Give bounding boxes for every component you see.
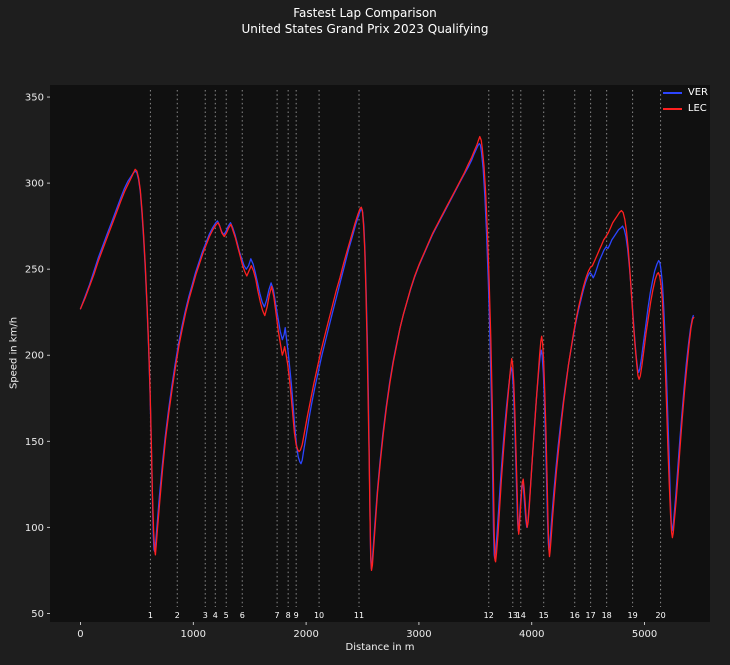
svg-text:9: 9	[294, 611, 299, 620]
svg-text:15: 15	[539, 611, 549, 620]
svg-text:5: 5	[224, 611, 229, 620]
svg-text:3000: 3000	[406, 629, 431, 640]
svg-text:12: 12	[484, 611, 494, 620]
svg-text:11: 11	[354, 611, 364, 620]
svg-text:4: 4	[213, 611, 218, 620]
chart-title-line2: United States Grand Prix 2023 Qualifying	[241, 22, 489, 36]
svg-text:16: 16	[570, 611, 580, 620]
svg-text:1000: 1000	[181, 629, 206, 640]
svg-text:5000: 5000	[632, 629, 657, 640]
svg-text:3: 3	[203, 611, 208, 620]
svg-text:150: 150	[25, 437, 44, 448]
svg-text:6: 6	[240, 611, 245, 620]
svg-text:18: 18	[602, 611, 612, 620]
svg-text:250: 250	[25, 265, 44, 276]
svg-text:0: 0	[77, 629, 83, 640]
legend: VER LEC	[662, 87, 708, 114]
legend-entry-ver: VER	[662, 87, 708, 98]
legend-entry-lec: LEC	[662, 103, 708, 114]
svg-text:17: 17	[586, 611, 596, 620]
svg-text:200: 200	[25, 351, 44, 362]
svg-text:10: 10	[314, 611, 324, 620]
svg-text:2: 2	[175, 611, 180, 620]
legend-label-ver: VER	[687, 87, 708, 98]
chart-title: Fastest Lap Comparison United States Gra…	[0, 5, 730, 37]
svg-text:100: 100	[25, 523, 44, 534]
svg-text:4000: 4000	[519, 629, 544, 640]
y-axis-label: Speed in km/h	[8, 316, 20, 390]
lec-line-swatch	[662, 107, 682, 110]
legend-label-lec: LEC	[687, 103, 707, 114]
svg-text:20: 20	[655, 611, 665, 620]
svg-text:1: 1	[148, 611, 153, 620]
svg-text:13: 13	[508, 611, 518, 620]
svg-text:19: 19	[628, 611, 638, 620]
chart-title-line1: Fastest Lap Comparison	[293, 6, 437, 20]
svg-text:14: 14	[516, 611, 526, 620]
svg-text:8: 8	[286, 611, 291, 620]
svg-text:300: 300	[25, 179, 44, 190]
svg-text:7: 7	[275, 611, 280, 620]
ver-line-swatch	[662, 91, 682, 94]
svg-text:2000: 2000	[293, 629, 318, 640]
x-axis-label: Distance in m	[345, 642, 415, 653]
svg-text:350: 350	[25, 93, 44, 104]
svg-text:50: 50	[31, 609, 44, 620]
